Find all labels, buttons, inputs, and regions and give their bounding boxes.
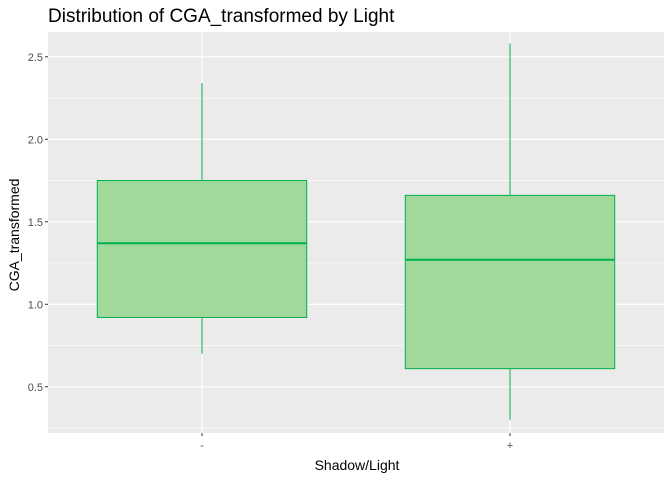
y-tick-label: 1.5 (28, 217, 43, 229)
iqr-box (96, 180, 308, 318)
iqr-box (404, 194, 616, 370)
y-axis-title: CGA_transformed (6, 179, 22, 292)
axes: 0.5 1.0 1.5 2.0 2.5 - + (28, 52, 514, 452)
box-group-2 (404, 43, 616, 420)
y-tick-label: 2.5 (28, 52, 43, 64)
y-tick-label: 2.0 (28, 134, 43, 146)
chart-title: Distribution of CGA_transformed by Light (48, 6, 395, 27)
x-tick-label: - (200, 440, 204, 452)
box-group-1 (96, 83, 308, 354)
boxes (96, 43, 616, 420)
x-axis-title: Shadow/Light (315, 457, 400, 473)
y-tick-label: 1.0 (28, 299, 43, 311)
y-tick-label: 0.5 (28, 382, 43, 394)
x-tick-label: + (507, 440, 513, 452)
